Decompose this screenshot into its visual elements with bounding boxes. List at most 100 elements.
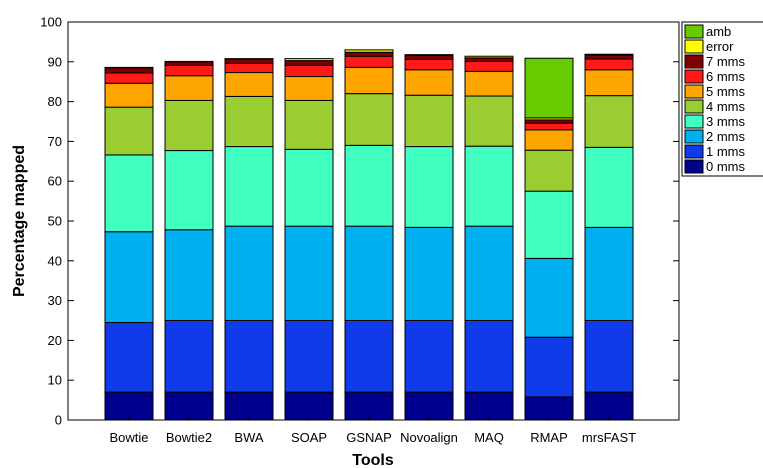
bar-maq-error <box>464 55 514 59</box>
legend-swatch-amb <box>684 24 704 39</box>
y-tick-label: 100 <box>40 15 62 30</box>
x-tick-label-maq: MAQ <box>474 430 504 445</box>
legend-label-5-mms: 5 mms <box>706 84 746 99</box>
legend-swatch-0-mms <box>684 159 704 174</box>
bar-rmap-1-mms <box>524 336 574 398</box>
bars-layer <box>104 49 634 421</box>
bar-gsnap-2-mms <box>344 225 394 321</box>
bar-rmap-2-mms <box>524 257 574 338</box>
legend-swatch-5-mms <box>684 84 704 99</box>
bar-novoalign-2-mms <box>404 226 454 321</box>
bar-maq-7-mms <box>464 57 514 62</box>
x-tick-label-gsnap: GSNAP <box>346 430 392 445</box>
bar-bowtie-4-mms <box>104 106 154 156</box>
y-axis-title: Percentage mapped <box>11 145 28 297</box>
legend-label-0-mms: 0 mms <box>706 159 746 174</box>
y-tick-label: 10 <box>48 373 62 388</box>
bar-gsnap-error <box>344 49 394 53</box>
bar-novoalign-error <box>404 54 454 56</box>
legend-label-amb: amb <box>706 24 731 39</box>
x-tick-label-novoalign: Novoalign <box>400 430 458 445</box>
bar-gsnap-3-mms <box>344 144 394 227</box>
bar-mrsfast-5-mms <box>584 69 634 97</box>
bar-bowtie2-3-mms <box>164 150 214 231</box>
y-tick-label: 30 <box>48 293 62 308</box>
bar-rmap-6-mms <box>524 122 574 131</box>
legend-label-6-mms: 6 mms <box>706 69 746 84</box>
bar-bowtie-5-mms <box>104 82 154 108</box>
bar-mrsfast-7-mms <box>584 54 634 60</box>
bar-bwa-7-mms <box>224 58 274 64</box>
legend-label-error: error <box>706 39 734 54</box>
legend-label-4-mms: 4 mms <box>706 99 746 114</box>
bar-bowtie-2-mms <box>104 231 154 323</box>
y-tick-label: 0 <box>55 413 62 428</box>
bar-bowtie-3-mms <box>104 154 154 233</box>
legend-swatch-error <box>684 39 704 54</box>
bar-maq-5-mms <box>464 70 514 97</box>
bar-bwa-3-mms <box>224 146 274 227</box>
legend-label-1-mms: 1 mms <box>706 144 746 159</box>
y-tick-label: 20 <box>48 333 62 348</box>
bar-rmap-amb <box>524 57 574 119</box>
legend-label-2-mms: 2 mms <box>706 129 746 144</box>
x-tick-label-rmap: RMAP <box>530 430 568 445</box>
legend-swatch-1-mms <box>684 144 704 159</box>
bar-novoalign-4-mms <box>404 94 454 148</box>
bar-bowtie2-4-mms <box>164 99 214 152</box>
bar-mrsfast-6-mms <box>584 58 634 71</box>
bar-bowtie2-5-mms <box>164 75 214 101</box>
bar-rmap-4-mms <box>524 149 574 192</box>
bar-novoalign-5-mms <box>404 69 454 96</box>
bar-bowtie-7-mms <box>104 67 154 74</box>
y-tick-label: 60 <box>48 174 62 189</box>
bar-novoalign-3-mms <box>404 146 454 228</box>
bar-soap-1-mms <box>284 320 334 393</box>
bar-bwa-6-mms <box>224 62 274 74</box>
bar-bowtie2-6-mms <box>164 64 214 77</box>
bar-novoalign-6-mms <box>404 58 454 71</box>
y-tick-label: 90 <box>48 54 62 69</box>
legend-swatch-4-mms <box>684 99 704 114</box>
x-axis-title: Tools <box>352 452 394 468</box>
x-tick-label-bowtie: Bowtie <box>109 430 148 445</box>
x-tick-label-mrsfast: mrsFAST <box>582 430 636 445</box>
bar-maq-6-mms <box>464 60 514 72</box>
bar-soap-5-mms <box>284 76 334 101</box>
legend-label-7-mms: 7 mms <box>706 54 746 69</box>
bar-bowtie-6-mms <box>104 72 154 84</box>
bar-bwa-1-mms <box>224 320 274 393</box>
bar-bowtie2-2-mms <box>164 229 214 321</box>
x-tick-label-soap: SOAP <box>291 430 327 445</box>
bar-maq-1-mms <box>464 320 514 393</box>
bar-maq-4-mms <box>464 95 514 147</box>
y-tick-label: 80 <box>48 94 62 109</box>
bar-bowtie-1-mms <box>104 321 154 393</box>
bar-gsnap-5-mms <box>344 66 394 95</box>
y-axis: 0 10 20 30 40 50 60 70 80 90 100 <box>40 15 679 428</box>
y-tick-label: 50 <box>48 214 62 229</box>
bar-bwa-2-mms <box>224 225 274 321</box>
legend-swatch-6-mms <box>684 69 704 84</box>
bar-soap-7-mms <box>284 60 334 66</box>
y-tick-label: 40 <box>48 253 62 268</box>
bar-soap-error <box>284 58 334 62</box>
bar-soap-4-mms <box>284 99 334 150</box>
bar-bowtie2-7-mms <box>164 61 214 66</box>
legend-swatch-3-mms <box>684 114 704 129</box>
bar-mrsfast-4-mms <box>584 95 634 148</box>
x-tick-label-bowtie2: Bowtie2 <box>166 430 212 445</box>
bar-soap-2-mms <box>284 225 334 321</box>
bar-gsnap-6-mms <box>344 55 394 68</box>
bar-gsnap-7-mms <box>344 51 394 57</box>
bar-maq-3-mms <box>464 145 514 227</box>
bar-novoalign-1-mms <box>404 320 454 393</box>
x-tick-label-bwa: BWA <box>234 430 263 445</box>
bar-soap-6-mms <box>284 64 334 78</box>
bar-soap-3-mms <box>284 148 334 227</box>
bar-bwa-4-mms <box>224 95 274 148</box>
bar-mrsfast-1-mms <box>584 320 634 393</box>
legend-label-3-mms: 3 mms <box>706 114 746 129</box>
bar-mrsfast-error <box>584 53 634 56</box>
